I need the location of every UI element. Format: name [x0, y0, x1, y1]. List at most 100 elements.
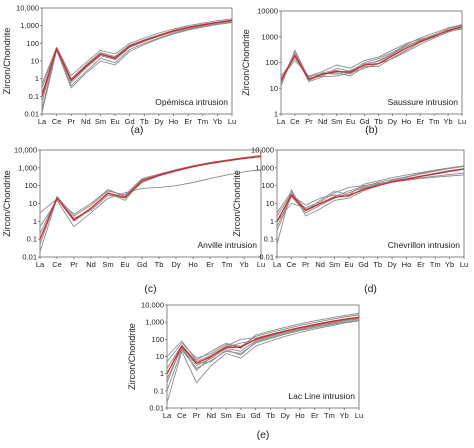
- chart-panel-1: 0.01 0.1 1 10 100 1,000 10,000 La Ce Pr Nd Sm Eu Gd Tb…: [2, 4, 236, 137]
- x-tick-label: Nd: [81, 117, 91, 126]
- x-tick-label: Pr: [70, 260, 78, 269]
- series-line-1: [167, 317, 359, 379]
- series-group: [42, 18, 232, 113]
- x-tick-label: Tb: [140, 117, 149, 126]
- series-line-2: [40, 154, 261, 245]
- x-tick-label: Ho: [295, 411, 305, 420]
- x-tick-label: Dy: [171, 260, 180, 269]
- y-tick-label: 0.1: [27, 235, 37, 244]
- intrusion-label: Chevrillon intrusion: [388, 240, 461, 250]
- y-tick-label: 10,000: [14, 146, 37, 155]
- x-tick-label: Er: [184, 117, 192, 126]
- panel-caption: (a): [131, 124, 144, 136]
- y-tick-label: 10: [29, 199, 37, 208]
- x-tick-label: Eu: [120, 260, 129, 269]
- y-tick-label: 1,000: [255, 163, 274, 172]
- x-tick-label: La: [36, 260, 45, 269]
- x-tick-label: Ho: [188, 260, 198, 269]
- x-tick-label: Eu: [236, 411, 245, 420]
- chart-panel-4: 0.01 0.1 1 10 100 1,000 10,000 La Ce Pr Nd Sm Eu Gd Tb…: [232, 146, 468, 296]
- panel-caption: (b): [365, 124, 378, 136]
- series-line-1: [277, 168, 464, 231]
- x-tick-label: Pr: [302, 260, 310, 269]
- intrusion-label: Lac Line intrusion: [288, 391, 355, 401]
- x-tick-label: Er: [417, 260, 425, 269]
- series-line-4: [40, 156, 261, 234]
- x-tick-label: Tm: [430, 260, 441, 269]
- series-group: [281, 24, 462, 87]
- x-tick-label: Lu: [458, 117, 466, 126]
- x-tick-label: Tb: [373, 260, 382, 269]
- series-line-5: [167, 319, 359, 391]
- chart-panel-3: 0.01 0.1 1 10 100 1,000 10,000 La Ce Pr Nd Sm Eu Gd Tb…: [2, 146, 265, 296]
- x-tick-label: Tb: [374, 117, 383, 126]
- y-tick-label: 10,000: [251, 146, 274, 155]
- series-line-2: [277, 165, 464, 245]
- series-line-4: [42, 18, 232, 85]
- y-tick-label: 10: [266, 199, 274, 208]
- series-line-5: [281, 24, 462, 81]
- x-tick-label: Dy: [281, 411, 290, 420]
- average-line: [42, 19, 232, 97]
- series-line-6: [277, 165, 464, 217]
- x-tick-label: Tb: [266, 411, 275, 420]
- series-line-5: [42, 20, 232, 94]
- x-tick-label: Er: [206, 260, 214, 269]
- x-tick-label: Sm: [95, 117, 106, 126]
- x-tick-label: Ce: [290, 117, 300, 126]
- x-tick-label: Yb: [340, 411, 349, 420]
- x-tick-label: La: [277, 117, 286, 126]
- y-axis-label: Zircon/Chondrite: [241, 29, 251, 96]
- intrusion-label: Saussure intrusion: [388, 97, 459, 107]
- y-tick-label: 10: [156, 352, 164, 361]
- panel-caption: (c): [144, 283, 156, 295]
- x-tick-label: Nd: [318, 117, 328, 126]
- x-tick-label: Ce: [52, 260, 62, 269]
- x-tick-label: Ho: [402, 260, 412, 269]
- y-tick-label: 1: [160, 369, 164, 378]
- y-axis-label: Zircon/Chondrite: [2, 28, 12, 95]
- y-tick-label: 0.01: [149, 404, 164, 413]
- series-line-3: [281, 28, 462, 79]
- x-tick-label: Er: [311, 411, 319, 420]
- x-tick-label: La: [163, 411, 172, 420]
- y-tick-label: 0.01: [259, 253, 274, 262]
- series-line-5: [40, 155, 261, 215]
- x-tick-label: Gd: [137, 260, 147, 269]
- y-tick-label: 10: [270, 84, 278, 93]
- x-tick-label: Sm: [102, 260, 113, 269]
- intrusion-label: Opémisca intrusion: [155, 97, 228, 107]
- x-tick-label: Tm: [222, 260, 233, 269]
- y-tick-label: 0.1: [29, 92, 39, 101]
- x-tick-label: Ce: [177, 411, 187, 420]
- y-tick-label: 1: [274, 110, 278, 119]
- y-tick-label: 0.1: [154, 386, 164, 395]
- x-tick-label: Dy: [387, 260, 396, 269]
- y-tick-label: 0.1: [264, 235, 274, 244]
- x-tick-label: La: [273, 260, 282, 269]
- x-tick-label: Gd: [360, 117, 370, 126]
- y-tick-label: 0.01: [24, 110, 39, 119]
- x-tick-label: Er: [416, 117, 424, 126]
- y-tick-label: 100: [151, 335, 164, 344]
- intrusion-label: Anville intrusion: [197, 240, 257, 250]
- series-line-4: [281, 27, 462, 84]
- x-tick-label: Tm: [324, 411, 335, 420]
- series-line-2: [281, 24, 462, 87]
- average-line: [40, 155, 261, 240]
- x-tick-label: Pr: [193, 411, 201, 420]
- y-tick-label: 100: [26, 39, 39, 48]
- y-tick-label: 1,000: [20, 21, 39, 30]
- x-tick-label: Eu: [344, 260, 353, 269]
- x-tick-label: Nd: [315, 260, 325, 269]
- average-line: [167, 316, 359, 375]
- x-tick-label: Gd: [358, 260, 368, 269]
- x-tick-label: Eu: [346, 117, 355, 126]
- x-tick-label: Sm: [329, 260, 340, 269]
- y-tick-label: 1000: [261, 32, 278, 41]
- series-line-2: [167, 314, 359, 362]
- x-tick-label: Ho: [402, 117, 412, 126]
- y-tick-label: 10,000: [141, 301, 164, 310]
- y-tick-label: 1: [33, 217, 37, 226]
